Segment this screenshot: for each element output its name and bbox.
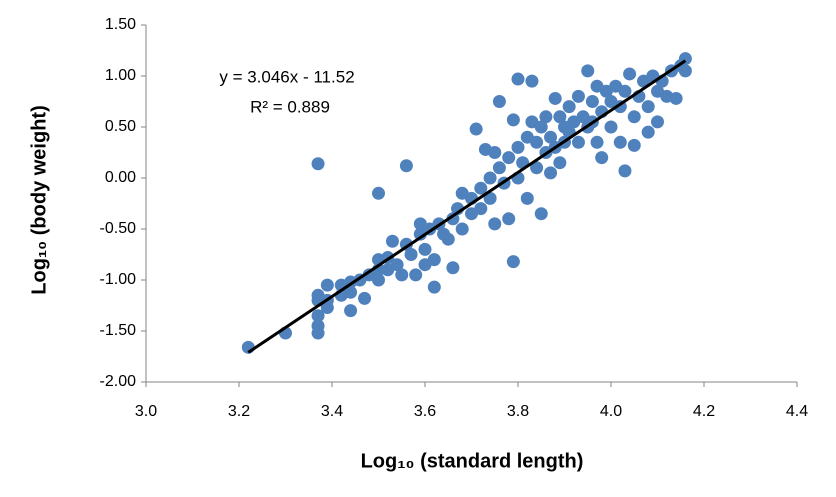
point — [358, 291, 372, 305]
point — [502, 151, 516, 165]
y-tick-label: -1.50 — [100, 322, 137, 339]
point — [571, 89, 585, 103]
point — [651, 115, 664, 129]
point — [520, 191, 534, 205]
point — [562, 100, 576, 114]
point — [372, 273, 385, 287]
equation: y = 3.046x - 11.52 — [219, 67, 354, 86]
point — [548, 91, 562, 105]
point — [344, 304, 358, 318]
point — [590, 135, 604, 149]
point — [311, 326, 325, 340]
y-tick-label: -2.00 — [100, 373, 137, 390]
point — [595, 151, 609, 165]
point — [506, 255, 520, 269]
x-tick-label: 3.2 — [228, 403, 250, 420]
point — [455, 222, 469, 236]
point — [627, 138, 641, 152]
x-axis-title: Log₁₀ (standard length) — [361, 450, 584, 472]
x-tick-label: 3.0 — [135, 403, 157, 420]
point — [544, 166, 558, 180]
point — [571, 135, 585, 149]
point — [390, 258, 404, 272]
point — [544, 130, 558, 144]
y-tick-label: 0.00 — [105, 169, 136, 186]
point — [613, 135, 627, 149]
x-tick-label: 4.4 — [786, 403, 808, 420]
point — [492, 95, 506, 108]
point — [618, 164, 632, 178]
point — [534, 207, 548, 221]
point — [409, 268, 423, 282]
x-tick-label: 4.0 — [600, 403, 622, 420]
point — [446, 261, 460, 275]
point — [469, 122, 483, 136]
point — [344, 285, 358, 299]
r-squared: R² = 0.889 — [250, 97, 330, 116]
point — [581, 64, 595, 78]
point — [530, 161, 544, 175]
point — [427, 280, 441, 294]
point — [627, 110, 641, 124]
point — [669, 91, 683, 105]
point — [320, 278, 334, 292]
y-tick-label: -1.00 — [100, 271, 137, 288]
point — [618, 84, 632, 98]
point — [585, 95, 599, 108]
point — [525, 74, 539, 88]
point — [418, 242, 432, 256]
point — [320, 301, 334, 315]
point — [372, 186, 385, 200]
point — [530, 135, 544, 149]
x-tick-label: 3.6 — [414, 403, 436, 420]
y-tick-label: -0.50 — [100, 220, 137, 237]
point — [641, 100, 655, 114]
x-tick-label: 3.4 — [321, 403, 343, 420]
point — [404, 248, 418, 261]
point — [474, 181, 488, 195]
point — [483, 191, 497, 205]
x-tick-label: 4.2 — [693, 403, 715, 420]
y-tick-label: 1.00 — [105, 67, 136, 84]
point — [488, 146, 502, 159]
point — [553, 110, 567, 124]
point — [492, 161, 506, 175]
y-tick-label: 0.50 — [105, 118, 136, 135]
point — [488, 217, 502, 231]
point — [395, 268, 409, 282]
point — [511, 72, 525, 86]
point — [311, 309, 325, 323]
point — [474, 202, 488, 216]
point — [399, 159, 413, 173]
point — [623, 67, 637, 81]
point — [427, 253, 441, 267]
point — [553, 156, 567, 170]
point — [678, 64, 692, 78]
point — [441, 232, 455, 246]
y-axis-title: Log₁₀ (body weight) — [28, 105, 50, 294]
x-tick-label: 3.8 — [507, 403, 529, 420]
y-tick-label: 1.50 — [105, 16, 136, 33]
point — [604, 120, 618, 134]
point — [446, 212, 460, 226]
trendline — [247, 59, 687, 354]
point — [511, 140, 525, 154]
point — [539, 110, 553, 124]
point — [385, 234, 399, 248]
point — [506, 113, 520, 127]
point — [534, 120, 548, 134]
point — [641, 125, 655, 139]
point — [483, 171, 497, 185]
point — [311, 157, 325, 171]
point — [502, 212, 516, 226]
